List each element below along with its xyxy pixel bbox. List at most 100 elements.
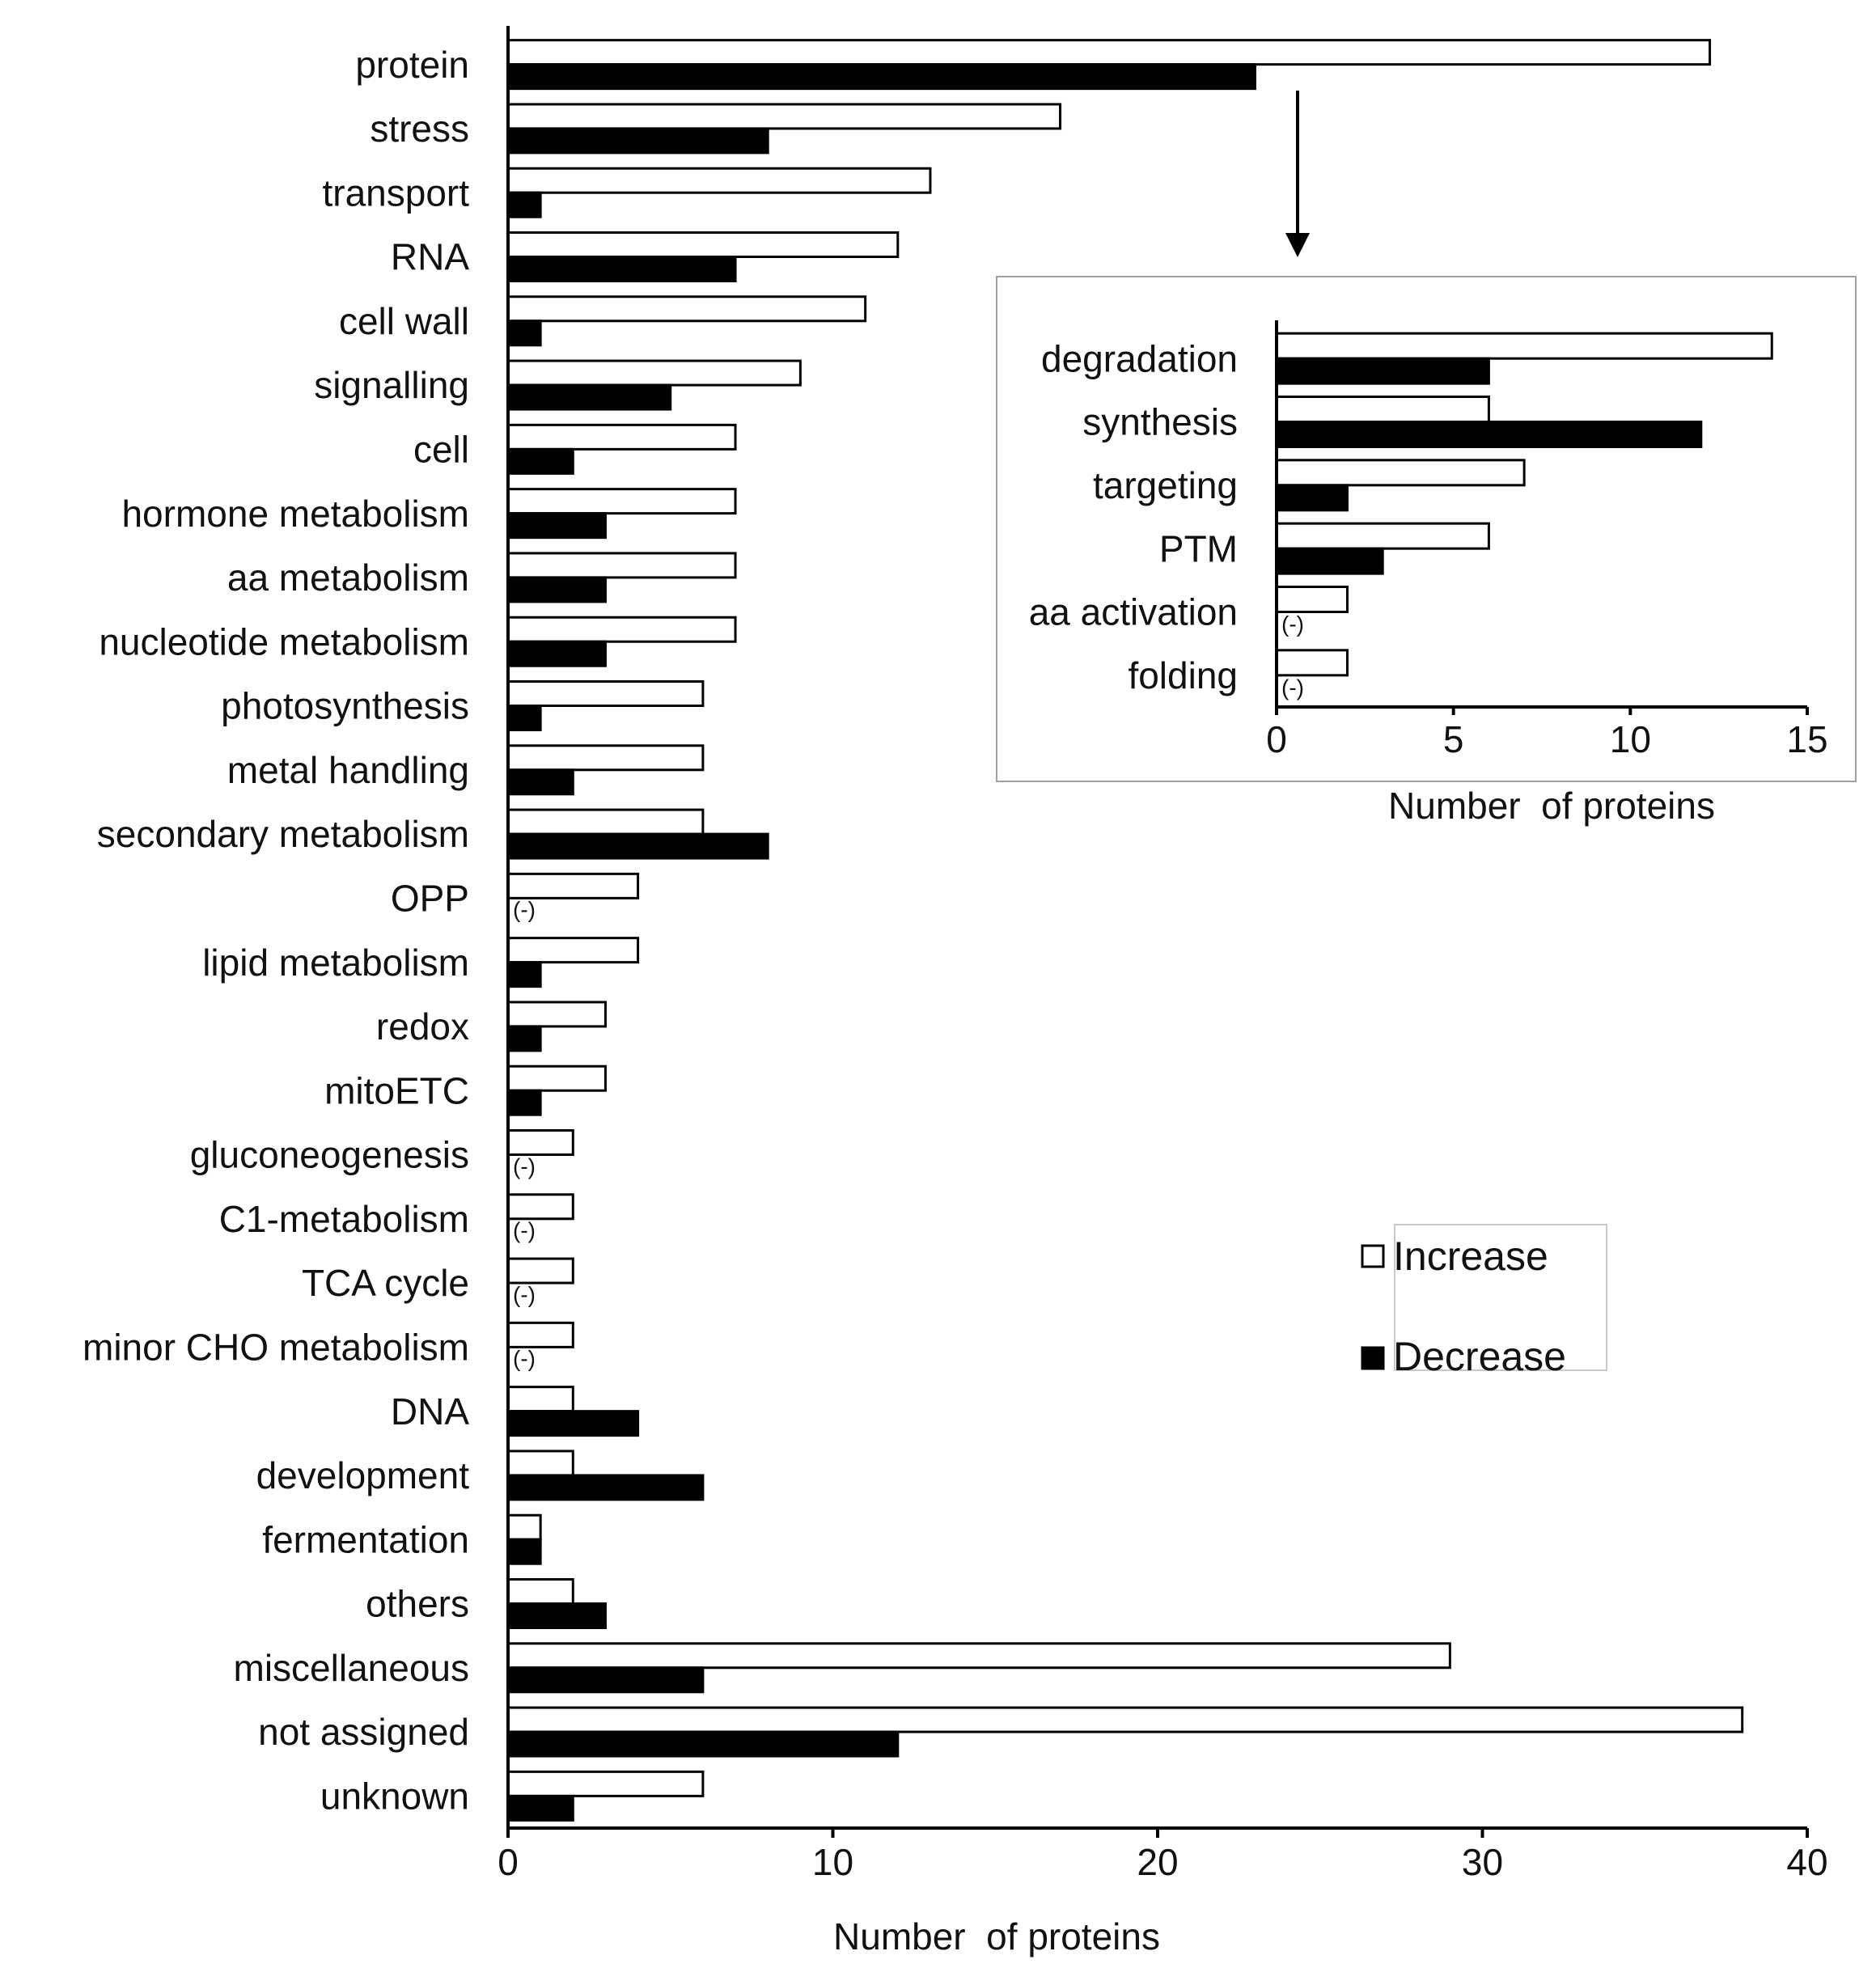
bar-increase	[506, 1578, 574, 1605]
bar-increase	[506, 1706, 1744, 1733]
legend: Increase Decrease	[1361, 1224, 1607, 1379]
bar-increase	[506, 1770, 705, 1797]
inset-x-tick-label: 0	[1266, 718, 1287, 760]
bar-increase	[506, 1193, 574, 1221]
category-label: metal handling	[227, 749, 469, 791]
bar-decrease	[506, 1602, 607, 1629]
inset-chart: degradation synthesis targeting PTM aa activ…	[1029, 320, 1828, 827]
inset-x-tick-label: 10	[1610, 718, 1651, 760]
bar-increase	[506, 167, 932, 194]
missing-label: (-)	[513, 1282, 536, 1307]
category-label: unknown	[320, 1775, 469, 1818]
bar-increase	[506, 1386, 574, 1413]
bar-decrease	[506, 1410, 640, 1437]
category-label: nucleotide metabolism	[99, 620, 469, 662]
category-label: miscellaneous	[234, 1647, 469, 1689]
bar-decrease	[506, 1794, 574, 1822]
category-label: lipid metabolism	[202, 942, 469, 984]
bar-increase	[506, 1001, 607, 1028]
bar-increase	[506, 1064, 607, 1092]
legend-increase-swatch	[1361, 1244, 1385, 1268]
category-label: C1-metabolism	[219, 1198, 469, 1240]
inset-bar-increase	[1275, 522, 1490, 550]
bar-decrease	[506, 1474, 705, 1501]
bar-decrease	[506, 1089, 542, 1116]
x-tick-label: 20	[1137, 1841, 1178, 1883]
category-label: not assigned	[258, 1711, 469, 1753]
bar-decrease	[506, 1730, 900, 1758]
bar-decrease	[506, 127, 769, 154]
bar-decrease	[506, 63, 1256, 91]
category-label: RNA	[391, 236, 469, 278]
category-label: protein	[355, 44, 469, 86]
category-label: fermentation	[262, 1518, 469, 1560]
category-label: gluconeogenesis	[190, 1134, 469, 1176]
bar-increase	[506, 872, 640, 899]
bar-decrease	[506, 256, 737, 282]
category-label: redox	[376, 1005, 469, 1048]
bar-increase	[506, 552, 737, 579]
bar-decrease	[506, 1025, 542, 1052]
bar-decrease	[506, 1538, 542, 1565]
bar-increase	[506, 39, 1712, 66]
category-label: aa metabolism	[227, 557, 469, 599]
inset-missing-label: (-)	[1281, 612, 1304, 637]
main-chart: protein stress transport RNA cell wall signal…	[83, 26, 1828, 1957]
missing-label: (-)	[513, 1346, 536, 1371]
category-label: transport	[322, 171, 469, 214]
bar-decrease	[506, 447, 574, 475]
inset-bar-increase	[1275, 586, 1349, 613]
category-label: TCA cycle	[302, 1262, 469, 1304]
x-tick-label: 0	[498, 1841, 519, 1883]
bar-decrease	[506, 832, 769, 860]
bar-increase	[506, 359, 802, 387]
bar-decrease	[506, 640, 607, 667]
bar-increase	[506, 1450, 574, 1477]
category-label: hormone metabolism	[121, 493, 469, 535]
category-label: DNA	[391, 1390, 469, 1433]
category-label: photosynthesis	[221, 685, 469, 727]
bar-decrease	[506, 576, 607, 603]
category-label: mitoETC	[324, 1069, 469, 1111]
category-label: cell	[413, 429, 469, 471]
category-label: secondary metabolism	[97, 813, 469, 855]
bar-increase	[506, 744, 705, 772]
inset-bar-increase	[1275, 396, 1490, 423]
bar-increase	[506, 1513, 542, 1541]
legend-frame	[1394, 1224, 1607, 1371]
bar-decrease	[506, 512, 607, 540]
legend-increase-label: Increase	[1393, 1234, 1548, 1279]
bar-increase	[506, 295, 867, 323]
bar-increase	[506, 231, 900, 258]
inset-category-label: PTM	[1159, 527, 1238, 569]
bar-increase	[506, 808, 705, 836]
bar-increase	[506, 616, 737, 643]
x-axis-title: Number of proteins	[833, 1915, 1160, 1957]
legend-decrease-label: Decrease	[1393, 1334, 1566, 1379]
inset-bar-increase	[1275, 332, 1773, 360]
x-tick-label: 30	[1462, 1841, 1503, 1883]
bar-decrease	[506, 1666, 705, 1694]
category-label: others	[366, 1583, 469, 1625]
inset-category-label: degradation	[1041, 337, 1238, 379]
category-label: minor CHO metabolism	[83, 1327, 469, 1369]
x-tick-label: 40	[1786, 1841, 1827, 1883]
inset-bar-decrease	[1275, 357, 1490, 385]
category-label: signalling	[314, 364, 469, 406]
bar-decrease	[506, 320, 542, 347]
bar-decrease	[506, 383, 672, 411]
category-label: cell wall	[339, 300, 469, 342]
missing-label: (-)	[513, 1153, 536, 1179]
bar-increase	[506, 1321, 574, 1348]
bar-decrease	[506, 768, 574, 796]
inset-bar-decrease	[1275, 547, 1384, 575]
inset-bar-decrease	[1275, 421, 1703, 448]
bar-increase	[506, 103, 1062, 130]
bar-increase	[506, 937, 640, 964]
bar-increase	[506, 423, 737, 451]
bar-decrease	[506, 961, 542, 988]
category-label: stress	[370, 108, 469, 150]
bar-increase	[506, 1257, 574, 1285]
inset-x-axis-title: Number of proteins	[1388, 785, 1715, 827]
